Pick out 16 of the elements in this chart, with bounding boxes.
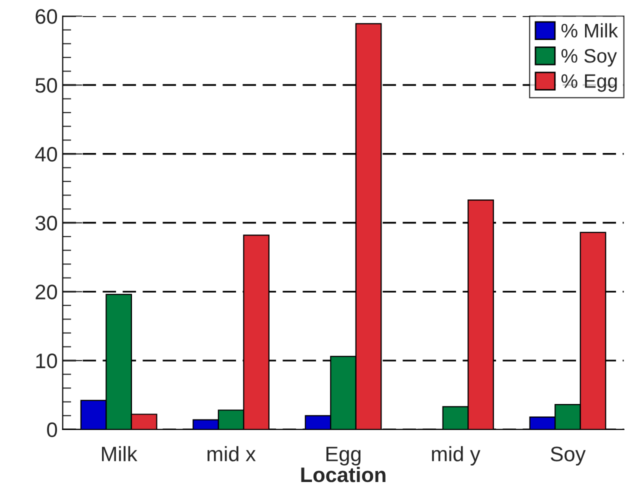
x-axis-title: Location bbox=[301, 466, 386, 482]
x-tick-label: mid x bbox=[208, 446, 256, 462]
legend-label: % Egg bbox=[561, 74, 617, 92]
x-tick-label: Milk bbox=[102, 446, 138, 462]
y-tick-label: 10 bbox=[36, 354, 58, 368]
x-tick-label: mid y bbox=[432, 446, 480, 466]
x-tick-label: Soy bbox=[550, 446, 586, 466]
y-tick-label: 0 bbox=[47, 422, 58, 438]
y-tick-label: 20 bbox=[36, 284, 58, 300]
y-tick-label: 60 bbox=[36, 9, 58, 24]
legend-label: % Milk bbox=[561, 23, 618, 38]
y-tick-label: 40 bbox=[35, 146, 58, 162]
x-tick-label: Egg bbox=[326, 446, 360, 466]
y-tick-label: 50 bbox=[36, 78, 58, 93]
y-tick-label: 30 bbox=[35, 216, 58, 231]
legend-label: % Soy bbox=[561, 48, 617, 67]
